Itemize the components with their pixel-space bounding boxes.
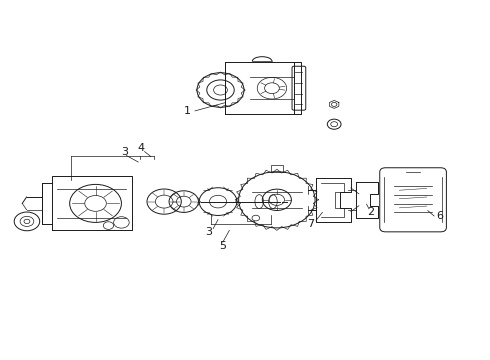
Text: 1: 1 — [184, 106, 191, 116]
Bar — [271, 165, 283, 172]
Text: 3: 3 — [205, 227, 212, 237]
Text: 2: 2 — [367, 207, 374, 217]
Text: 3: 3 — [121, 147, 128, 157]
Text: 7: 7 — [308, 219, 315, 229]
Text: 6: 6 — [436, 211, 443, 221]
Text: 4: 4 — [138, 143, 145, 153]
Text: 5: 5 — [220, 240, 226, 251]
